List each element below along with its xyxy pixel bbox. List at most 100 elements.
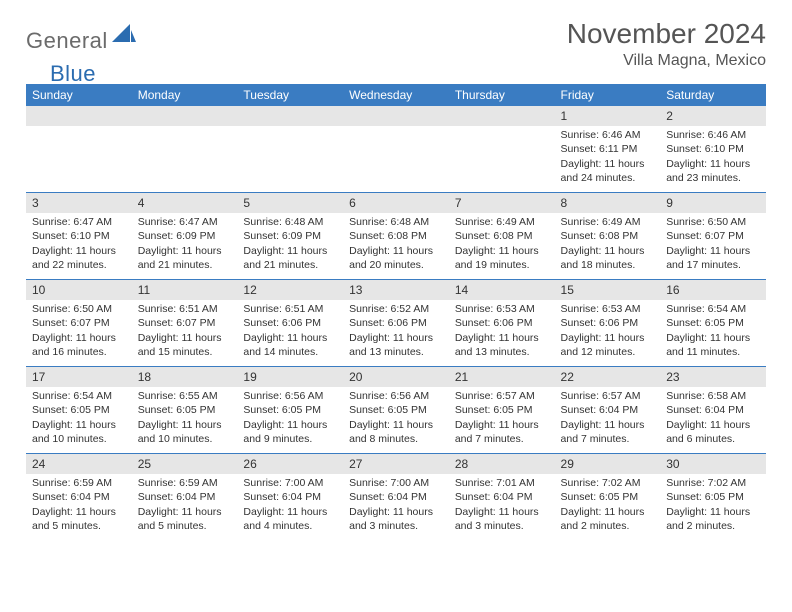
calendar-week-row: 3Sunrise: 6:47 AMSunset: 6:10 PMDaylight… (26, 193, 766, 280)
sunset-text: Sunset: 6:05 PM (243, 403, 337, 417)
calendar-day-cell: 8Sunrise: 6:49 AMSunset: 6:08 PMDaylight… (555, 193, 661, 280)
sunset-text: Sunset: 6:11 PM (561, 142, 655, 156)
calendar-day-cell: 23Sunrise: 6:58 AMSunset: 6:04 PMDayligh… (660, 367, 766, 454)
sunrise-text: Sunrise: 6:52 AM (349, 302, 443, 316)
day-header: Thursday (449, 84, 555, 106)
sunrise-text: Sunrise: 6:57 AM (455, 389, 549, 403)
daylight-text: Daylight: 11 hours and 10 minutes. (138, 418, 232, 446)
brand-logo: General (26, 18, 138, 57)
sunrise-text: Sunrise: 7:00 AM (243, 476, 337, 490)
day-number: 7 (449, 193, 555, 213)
day-number: 27 (343, 454, 449, 474)
day-header: Sunday (26, 84, 132, 106)
day-content: Sunrise: 6:46 AMSunset: 6:10 PMDaylight:… (660, 126, 766, 189)
sunset-text: Sunset: 6:07 PM (666, 229, 760, 243)
day-number: 16 (660, 280, 766, 300)
daylight-text: Daylight: 11 hours and 7 minutes. (455, 418, 549, 446)
daylight-text: Daylight: 11 hours and 5 minutes. (32, 505, 126, 533)
calendar-week-row: 10Sunrise: 6:50 AMSunset: 6:07 PMDayligh… (26, 280, 766, 367)
day-number: 8 (555, 193, 661, 213)
sunset-text: Sunset: 6:08 PM (349, 229, 443, 243)
calendar-week-row: 1Sunrise: 6:46 AMSunset: 6:11 PMDaylight… (26, 106, 766, 193)
sunset-text: Sunset: 6:04 PM (243, 490, 337, 504)
daylight-text: Daylight: 11 hours and 5 minutes. (138, 505, 232, 533)
calendar-day-cell: 6Sunrise: 6:48 AMSunset: 6:08 PMDaylight… (343, 193, 449, 280)
day-content (132, 126, 238, 132)
calendar-day-cell: 26Sunrise: 7:00 AMSunset: 6:04 PMDayligh… (237, 454, 343, 541)
day-content: Sunrise: 6:59 AMSunset: 6:04 PMDaylight:… (26, 474, 132, 537)
calendar-day-cell: 29Sunrise: 7:02 AMSunset: 6:05 PMDayligh… (555, 454, 661, 541)
day-content: Sunrise: 7:02 AMSunset: 6:05 PMDaylight:… (660, 474, 766, 537)
sunset-text: Sunset: 6:06 PM (243, 316, 337, 330)
sunset-text: Sunset: 6:08 PM (561, 229, 655, 243)
sunset-text: Sunset: 6:04 PM (138, 490, 232, 504)
daylight-text: Daylight: 11 hours and 8 minutes. (349, 418, 443, 446)
calendar-day-cell: 28Sunrise: 7:01 AMSunset: 6:04 PMDayligh… (449, 454, 555, 541)
daylight-text: Daylight: 11 hours and 21 minutes. (243, 244, 337, 272)
sunset-text: Sunset: 6:06 PM (349, 316, 443, 330)
daylight-text: Daylight: 11 hours and 19 minutes. (455, 244, 549, 272)
sunset-text: Sunset: 6:04 PM (32, 490, 126, 504)
day-content: Sunrise: 6:47 AMSunset: 6:09 PMDaylight:… (132, 213, 238, 276)
sunset-text: Sunset: 6:07 PM (138, 316, 232, 330)
day-content: Sunrise: 6:54 AMSunset: 6:05 PMDaylight:… (660, 300, 766, 363)
calendar-day-cell (237, 106, 343, 193)
sunset-text: Sunset: 6:10 PM (666, 142, 760, 156)
calendar-day-cell: 7Sunrise: 6:49 AMSunset: 6:08 PMDaylight… (449, 193, 555, 280)
day-number: 22 (555, 367, 661, 387)
day-content: Sunrise: 6:56 AMSunset: 6:05 PMDaylight:… (237, 387, 343, 450)
day-number: 29 (555, 454, 661, 474)
sunrise-text: Sunrise: 6:51 AM (138, 302, 232, 316)
sunrise-text: Sunrise: 6:47 AM (138, 215, 232, 229)
sunset-text: Sunset: 6:04 PM (666, 403, 760, 417)
day-number: 17 (26, 367, 132, 387)
day-content: Sunrise: 6:51 AMSunset: 6:07 PMDaylight:… (132, 300, 238, 363)
sunrise-text: Sunrise: 7:02 AM (561, 476, 655, 490)
calendar-day-cell: 16Sunrise: 6:54 AMSunset: 6:05 PMDayligh… (660, 280, 766, 367)
calendar-day-cell: 25Sunrise: 6:59 AMSunset: 6:04 PMDayligh… (132, 454, 238, 541)
sunrise-text: Sunrise: 7:02 AM (666, 476, 760, 490)
calendar-day-cell: 5 Sunrise: 6:48 AMSunset: 6:09 PMDaylight… (237, 193, 343, 280)
sunset-text: Sunset: 6:09 PM (138, 229, 232, 243)
calendar-day-cell: 24Sunrise: 6:59 AMSunset: 6:04 PMDayligh… (26, 454, 132, 541)
brand-part1: General (26, 28, 108, 54)
calendar-day-cell: 19Sunrise: 6:56 AMSunset: 6:05 PMDayligh… (237, 367, 343, 454)
sunrise-text: Sunrise: 7:01 AM (455, 476, 549, 490)
day-number: 28 (449, 454, 555, 474)
daylight-text: Daylight: 11 hours and 18 minutes. (561, 244, 655, 272)
sunrise-text: Sunrise: 6:47 AM (32, 215, 126, 229)
day-number: 5 (237, 193, 343, 213)
sunrise-text: Sunrise: 7:00 AM (349, 476, 443, 490)
daylight-text: Daylight: 11 hours and 24 minutes. (561, 157, 655, 185)
day-content: Sunrise: 6:49 AMSunset: 6:08 PMDaylight:… (555, 213, 661, 276)
daylight-text: Daylight: 11 hours and 13 minutes. (455, 331, 549, 359)
day-number: 30 (660, 454, 766, 474)
calendar-day-cell: 3Sunrise: 6:47 AMSunset: 6:10 PMDaylight… (26, 193, 132, 280)
day-header: Saturday (660, 84, 766, 106)
calendar-day-cell (449, 106, 555, 193)
day-header: Wednesday (343, 84, 449, 106)
sunset-text: Sunset: 6:05 PM (561, 490, 655, 504)
day-number: 9 (660, 193, 766, 213)
daylight-text: Daylight: 11 hours and 2 minutes. (666, 505, 760, 533)
sunrise-text: Sunrise: 6:48 AM (243, 215, 337, 229)
calendar-day-cell: 18Sunrise: 6:55 AMSunset: 6:05 PMDayligh… (132, 367, 238, 454)
daylight-text: Daylight: 11 hours and 23 minutes. (666, 157, 760, 185)
day-number: 26 (237, 454, 343, 474)
day-number: 25 (132, 454, 238, 474)
day-content: Sunrise: 6:53 AMSunset: 6:06 PMDaylight:… (555, 300, 661, 363)
day-number: 15 (555, 280, 661, 300)
daylight-text: Daylight: 11 hours and 4 minutes. (243, 505, 337, 533)
day-content: Sunrise: 7:00 AMSunset: 6:04 PMDaylight:… (237, 474, 343, 537)
sunrise-text: Sunrise: 6:50 AM (32, 302, 126, 316)
calendar-day-cell: 20Sunrise: 6:56 AMSunset: 6:05 PMDayligh… (343, 367, 449, 454)
sunset-text: Sunset: 6:05 PM (666, 490, 760, 504)
daylight-text: Daylight: 11 hours and 3 minutes. (455, 505, 549, 533)
daylight-text: Daylight: 11 hours and 21 minutes. (138, 244, 232, 272)
day-number: 20 (343, 367, 449, 387)
day-number: 14 (449, 280, 555, 300)
day-header: Friday (555, 84, 661, 106)
daylight-text: Daylight: 11 hours and 16 minutes. (32, 331, 126, 359)
sunset-text: Sunset: 6:09 PM (243, 229, 337, 243)
daylight-text: Daylight: 11 hours and 14 minutes. (243, 331, 337, 359)
